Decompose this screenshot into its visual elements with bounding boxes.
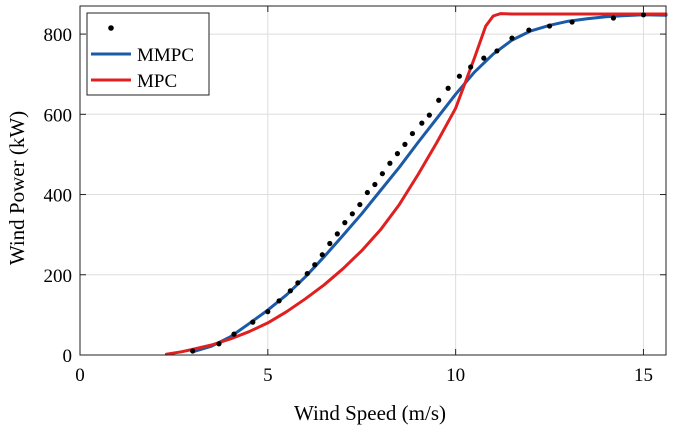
y-tick-label: 0 bbox=[63, 346, 73, 367]
data-point bbox=[526, 27, 532, 33]
axes: 0 5 10 15 0 200 400 600 800 bbox=[44, 5, 667, 386]
data-point bbox=[216, 341, 222, 347]
data-point bbox=[394, 151, 401, 157]
y-tick-label: 200 bbox=[44, 266, 73, 287]
data-point bbox=[372, 181, 378, 188]
y-tick-label: 600 bbox=[44, 105, 73, 126]
legend-label: MMPC bbox=[137, 45, 194, 66]
x-axis-label: Wind Speed (m/s) bbox=[294, 401, 446, 425]
data-point bbox=[349, 211, 355, 217]
data-point bbox=[364, 189, 370, 196]
data-point bbox=[481, 55, 487, 61]
data-point bbox=[379, 171, 385, 177]
data-point bbox=[190, 348, 196, 354]
x-tick-label: 10 bbox=[446, 365, 465, 386]
data-point bbox=[342, 220, 348, 226]
data-point bbox=[287, 288, 293, 294]
x-tick-label: 5 bbox=[263, 365, 273, 386]
series-line-mpc bbox=[164, 12, 668, 356]
data-point bbox=[610, 15, 617, 21]
data-point bbox=[456, 73, 462, 79]
legend-label: MPC bbox=[137, 71, 177, 92]
data-point bbox=[569, 19, 575, 25]
data-point bbox=[327, 240, 333, 247]
data-point bbox=[387, 160, 393, 166]
data-point bbox=[419, 120, 425, 126]
y-axis-label: Wind Power (kW) bbox=[5, 111, 29, 265]
y-tick-label: 400 bbox=[44, 186, 73, 207]
y-tick-label: 800 bbox=[44, 25, 73, 46]
data-point bbox=[409, 130, 416, 137]
data-point bbox=[276, 298, 282, 304]
data-point bbox=[402, 141, 408, 147]
data-point bbox=[436, 97, 442, 103]
legend-marker bbox=[108, 25, 114, 31]
x-tick-label: 0 bbox=[75, 365, 85, 386]
data-point bbox=[304, 270, 310, 277]
data-point bbox=[250, 319, 256, 325]
data-point bbox=[312, 262, 318, 268]
data-point bbox=[640, 12, 647, 18]
data-point bbox=[357, 201, 363, 208]
data-point bbox=[468, 64, 474, 70]
x-tick-label: 15 bbox=[634, 365, 653, 386]
data-point bbox=[295, 280, 301, 286]
data-point bbox=[319, 252, 325, 258]
legend: MMPC MPC bbox=[86, 12, 210, 96]
data-point bbox=[494, 48, 500, 54]
data-point bbox=[231, 331, 237, 337]
plot-area bbox=[164, 12, 668, 356]
data-point bbox=[445, 85, 451, 91]
data-point bbox=[426, 112, 432, 118]
data-point bbox=[265, 309, 271, 315]
data-point bbox=[546, 23, 553, 29]
axes-box bbox=[79, 5, 667, 356]
series-line-mmpc bbox=[191, 13, 668, 354]
data-point bbox=[509, 35, 515, 41]
data-point bbox=[334, 231, 340, 237]
